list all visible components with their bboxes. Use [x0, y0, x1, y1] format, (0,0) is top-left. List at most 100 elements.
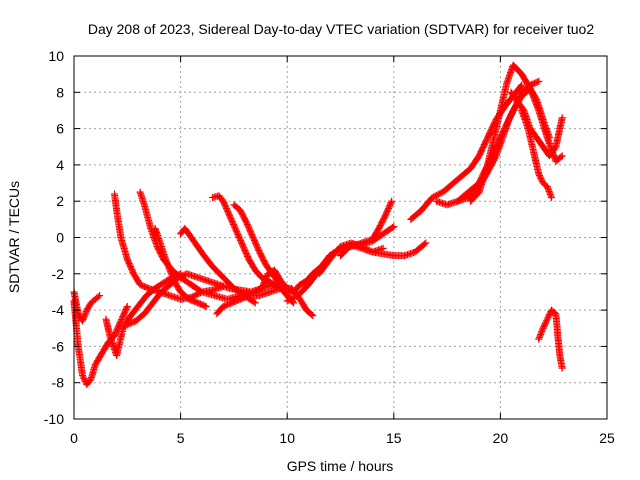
data-point — [546, 190, 554, 198]
data-point — [543, 315, 551, 323]
x-tick-label: 0 — [70, 430, 78, 446]
series-arc-15 — [337, 241, 387, 260]
data-point — [517, 82, 525, 90]
series-arc-22 — [535, 306, 566, 372]
data-point — [390, 223, 398, 231]
x-tick-label: 5 — [177, 430, 185, 446]
series-layer — [70, 61, 566, 389]
data-point — [166, 266, 174, 274]
data-point — [79, 373, 87, 381]
data-point — [308, 310, 316, 318]
data-point — [535, 335, 543, 343]
data-point — [123, 302, 131, 310]
data-point — [165, 265, 173, 273]
data-point — [434, 190, 442, 198]
series-arc-8 — [177, 224, 259, 307]
data-point — [169, 274, 177, 282]
data-point — [387, 199, 395, 207]
data-point — [291, 293, 299, 301]
data-point — [540, 323, 548, 331]
data-point — [433, 191, 441, 199]
data-point — [288, 295, 296, 303]
y-tick-label: -2 — [52, 266, 65, 282]
data-point — [536, 173, 544, 181]
y-tick-label: 6 — [56, 121, 64, 137]
data-point — [202, 302, 210, 310]
y-tick-label: -6 — [52, 338, 65, 354]
data-point — [96, 292, 104, 300]
data-point — [80, 312, 88, 320]
series-arc-19 — [467, 61, 566, 205]
data-point — [168, 272, 176, 280]
data-point — [94, 293, 102, 301]
data-point — [192, 291, 200, 299]
data-point — [289, 294, 297, 302]
data-point — [547, 192, 555, 200]
y-tick-label: -8 — [52, 375, 65, 391]
data-point — [537, 330, 545, 338]
data-point — [79, 317, 87, 325]
x-axis-label: GPS time / hours — [287, 458, 394, 474]
data-point — [545, 311, 553, 319]
data-point — [545, 187, 553, 195]
series-arc-2 — [70, 288, 104, 325]
x-tick-label: 20 — [493, 430, 509, 446]
x-tick-label: 15 — [386, 430, 402, 446]
data-point — [533, 78, 541, 86]
data-point — [162, 255, 170, 263]
data-point — [82, 309, 90, 317]
series-arc-21 — [518, 106, 556, 202]
data-point — [309, 312, 317, 320]
data-point — [536, 332, 544, 340]
data-point — [535, 77, 543, 85]
data-point — [541, 320, 549, 328]
series-arc-7 — [151, 224, 210, 310]
data-point — [537, 329, 545, 337]
data-point — [283, 297, 291, 305]
y-tick-label: 8 — [56, 84, 64, 100]
data-point — [164, 262, 172, 270]
data-point — [162, 257, 170, 265]
data-point — [143, 284, 151, 292]
data-point — [86, 376, 94, 384]
data-point — [167, 268, 175, 276]
y-tick-label: 2 — [56, 193, 64, 209]
series-arc-6 — [123, 270, 298, 329]
data-point — [431, 192, 439, 200]
data-point — [201, 302, 209, 310]
ticks-layer: 0 5 10 15 20 25 -10 -8 -6 -4 -2 0 2 4 6 8 10 — [44, 48, 615, 446]
y-axis-label: SDTVAR / TECUs — [6, 181, 22, 293]
data-point — [543, 183, 551, 191]
data-point — [286, 295, 294, 303]
data-point — [81, 311, 89, 319]
data-point — [538, 327, 546, 335]
data-point — [436, 190, 444, 198]
x-tick-label: 10 — [279, 430, 295, 446]
data-point — [544, 184, 552, 192]
data-point — [422, 239, 430, 247]
data-point — [164, 260, 172, 268]
x-tick-label: 25 — [599, 430, 615, 446]
y-tick-label: -4 — [52, 302, 65, 318]
data-point — [535, 171, 543, 179]
y-tick-label: -10 — [44, 411, 64, 427]
data-point — [543, 317, 551, 325]
data-point — [557, 153, 565, 161]
data-point — [558, 364, 566, 372]
data-point — [163, 258, 171, 266]
data-point — [545, 186, 553, 194]
data-point — [558, 152, 566, 160]
data-point — [535, 170, 543, 178]
data-point — [428, 194, 436, 202]
data-point — [539, 324, 547, 332]
series-arc-14 — [315, 239, 430, 278]
chart-title: Day 208 of 2023, Sidereal Day-to-day VTE… — [88, 21, 595, 37]
data-point — [285, 296, 293, 304]
data-point — [168, 271, 176, 279]
data-point — [537, 175, 545, 183]
data-point — [545, 312, 553, 320]
data-point — [542, 318, 550, 326]
data-point — [79, 315, 87, 323]
y-tick-label: 10 — [48, 48, 64, 64]
